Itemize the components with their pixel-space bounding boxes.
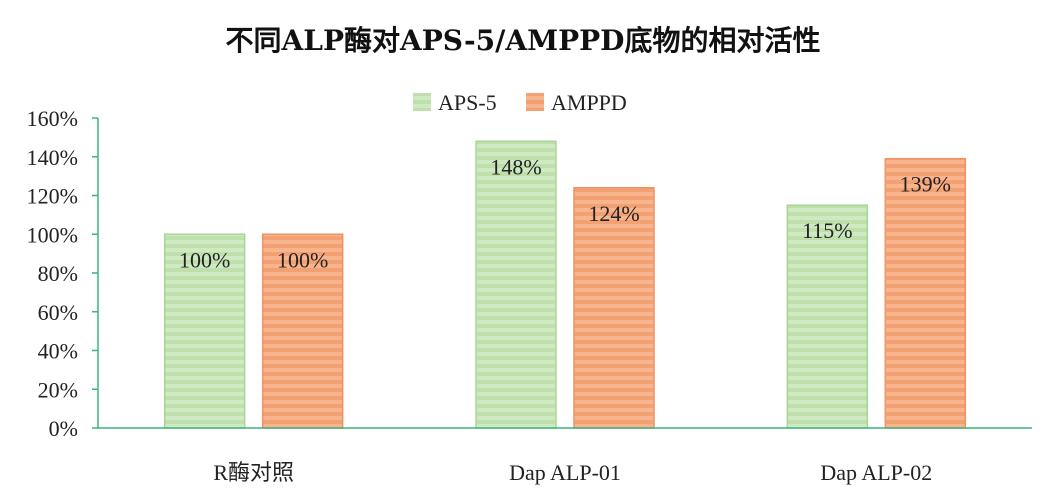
y-tick-label: 120% xyxy=(27,184,78,209)
legend-label-amppd: AMPPD xyxy=(551,90,627,115)
legend-label-aps5: APS-5 xyxy=(438,90,497,115)
bar-amppd-1 xyxy=(261,233,344,429)
legend: APS-5 AMPPD xyxy=(413,90,627,115)
x-tick-label: R酶对照 xyxy=(213,460,294,485)
bar-amppd-3 xyxy=(884,157,967,429)
y-tick-label: 160% xyxy=(27,106,78,131)
data-label-amppd-1: 100% xyxy=(277,247,328,272)
x-tick-label: Dap ALP-02 xyxy=(820,460,932,485)
data-label-aps5-3: 115% xyxy=(802,218,853,243)
plot-area: 100% 100% 148% 124% 115% 139% xyxy=(163,140,967,429)
data-label-aps5-2: 148% xyxy=(490,154,541,179)
y-tick-label: 140% xyxy=(27,145,78,170)
y-tick-label: 20% xyxy=(38,377,78,402)
bar-aps5-2 xyxy=(475,140,557,429)
data-label-aps5-1: 100% xyxy=(179,247,230,272)
bar-aps5-1 xyxy=(163,233,246,429)
y-tick-label: 100% xyxy=(27,222,78,247)
y-tick-label: 80% xyxy=(38,261,78,286)
chart-title: 不同ALP酶对APS-5/AMPPD底物的相对活性 xyxy=(226,24,821,57)
data-label-amppd-3: 139% xyxy=(900,172,951,197)
legend-swatch-aps5 xyxy=(413,93,431,111)
y-tick-label: 0% xyxy=(49,416,78,441)
y-tick-label: 60% xyxy=(38,300,78,325)
y-axis: 0% 20% 40% 60% 80% 100% 120% 140% 160% xyxy=(27,106,99,441)
y-tick-label: 40% xyxy=(38,339,78,364)
x-axis: R酶对照 Dap ALP-01 Dap ALP-02 xyxy=(98,427,1032,485)
data-label-amppd-2: 124% xyxy=(588,201,639,226)
bar-aps5-3 xyxy=(786,204,869,429)
legend-swatch-amppd xyxy=(526,93,544,111)
x-tick-label: Dap ALP-01 xyxy=(509,460,621,485)
